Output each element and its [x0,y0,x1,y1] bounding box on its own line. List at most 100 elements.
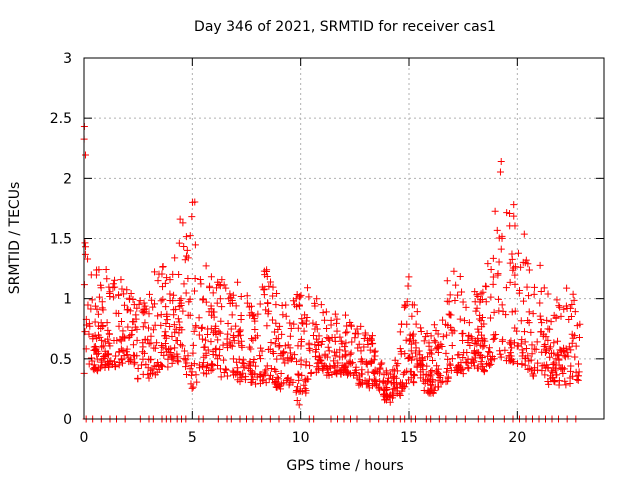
data-point [346,350,354,358]
data-point [479,362,487,370]
data-point [318,338,326,346]
data-point [256,372,264,380]
data-point [182,233,190,241]
data-point [126,307,134,315]
data-point [162,303,170,311]
data-point [237,311,245,319]
data-point [123,286,131,294]
data-point [575,360,583,368]
data-point [117,318,125,326]
data-point [170,321,178,329]
data-point [273,373,281,381]
data-point [222,366,230,374]
data-point [274,325,282,333]
data-point [508,344,516,352]
data-point [482,283,490,291]
data-point [202,336,210,344]
data-point [387,370,395,378]
data-point [325,347,333,355]
data-point [527,328,535,336]
data-point [536,299,544,307]
data-point [260,372,268,380]
data-point [510,212,518,220]
data-point [519,349,527,357]
data-point [340,366,348,374]
data-point [324,343,332,351]
data-point [330,357,338,365]
data-point [95,331,103,339]
data-point [306,346,314,354]
data-point [350,371,358,379]
data-point [151,344,159,352]
data-point [331,352,339,360]
data-point [523,283,531,291]
data-point [262,306,270,314]
data-point [199,295,207,303]
data-point [297,338,305,346]
data-point [479,365,487,373]
data-point [269,292,277,300]
data-point [476,296,484,304]
data-point [550,349,558,357]
data-point [358,366,366,374]
data-point [81,243,89,251]
data-point [487,314,495,322]
data-point [551,378,559,386]
data-point [347,321,355,329]
data-point [471,339,479,347]
data-point [89,365,97,373]
data-point [145,310,153,318]
data-point [84,301,92,309]
data-point [337,370,345,378]
data-point [544,290,552,298]
data-point [271,340,279,348]
data-point [91,346,99,354]
data-point [234,278,242,286]
data-point [429,356,437,364]
data-point [479,288,487,296]
data-point [209,360,217,368]
data-point [302,317,310,325]
data-point [261,370,269,378]
data-point [195,314,203,322]
data-point [565,343,573,351]
data-point [295,376,303,384]
data-point [247,370,255,378]
data-point [506,222,514,230]
data-point [571,353,579,361]
data-point [90,346,98,354]
data-point [135,300,143,308]
data-point [549,360,557,368]
data-point [562,345,570,353]
data-point [437,379,445,387]
data-point [552,313,560,321]
data-point [220,356,228,364]
data-point [264,300,272,308]
data-point [98,343,106,351]
data-point [256,352,264,360]
data-point [230,337,238,345]
data-point [530,290,538,298]
data-point [506,210,514,218]
data-point [189,383,197,391]
data-point [157,297,165,305]
data-point [141,319,149,327]
data-point [569,290,577,298]
data-point [276,322,284,330]
data-point [520,230,528,238]
data-point [248,311,256,319]
data-point [459,337,467,345]
data-point [204,346,212,354]
data-point [171,254,179,262]
data-point [161,339,169,347]
data-point [337,337,345,345]
data-point [286,344,294,352]
data-point [182,363,190,371]
data-point [147,332,155,340]
data-point [311,299,319,307]
data-point [243,292,251,300]
data-point [238,359,246,367]
data-point [542,333,550,341]
data-point [402,336,410,344]
data-point [447,311,455,319]
